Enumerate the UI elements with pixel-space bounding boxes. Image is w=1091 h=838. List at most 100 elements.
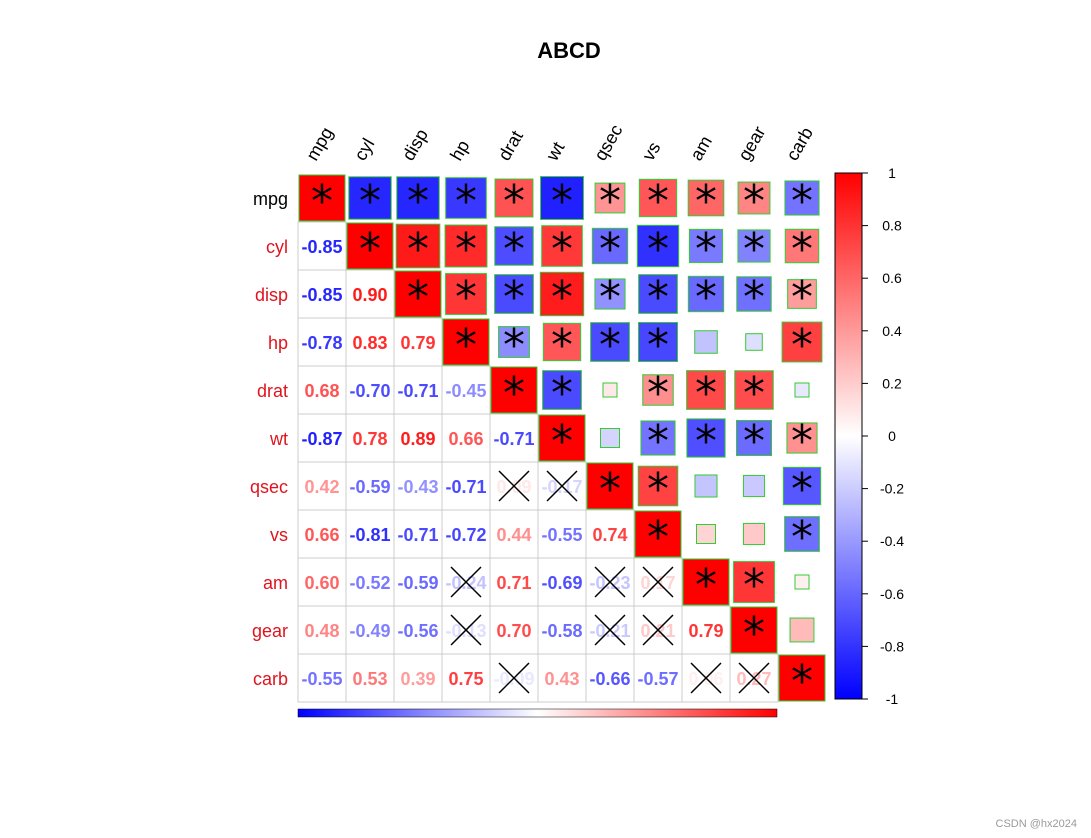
- grid-cell: [441, 413, 491, 463]
- sig-star: *: [791, 416, 813, 467]
- sig-star: *: [695, 416, 717, 467]
- corr-value: 0.66: [304, 525, 339, 545]
- corr-value: -0.85: [301, 237, 342, 257]
- grid-cell: [633, 653, 683, 703]
- sig-star: *: [647, 416, 669, 467]
- corr-value: -0.52: [349, 573, 390, 593]
- insig-cross: [498, 662, 530, 694]
- watermark: CSDN @hx2024: [995, 818, 1077, 830]
- corr-square: [781, 321, 823, 363]
- grid-cell: [345, 365, 395, 415]
- corr-square: [586, 462, 634, 510]
- corr-square: [778, 654, 826, 702]
- corr-square: [682, 558, 730, 606]
- corr-square: [694, 330, 718, 354]
- corr-value: 0.75: [448, 669, 483, 689]
- corr-value: -0.55: [301, 669, 342, 689]
- corr-value: -0.85: [301, 285, 342, 305]
- grid-cell: [393, 605, 443, 655]
- colorbar-tick-label: 0.2: [882, 375, 902, 391]
- sig-star: *: [551, 368, 573, 419]
- row-label: mpg: [253, 189, 288, 209]
- corr-square: [494, 178, 534, 218]
- grid-cell: [297, 269, 347, 319]
- insig-cross: [546, 470, 578, 502]
- corr-square: [742, 474, 766, 498]
- corr-value: 0.39: [400, 669, 435, 689]
- corr-square: [742, 522, 766, 546]
- corr-square: [538, 414, 586, 462]
- colorbar: [834, 172, 863, 700]
- sig-star: *: [695, 176, 717, 227]
- corr-square: [539, 271, 585, 317]
- sig-star: *: [647, 224, 669, 275]
- sig-star: *: [791, 464, 813, 515]
- sig-star: *: [647, 272, 669, 323]
- corr-square: [735, 419, 773, 457]
- corr-value: 0.68: [304, 381, 339, 401]
- corr-value: 0.66: [448, 429, 483, 449]
- sig-star: *: [407, 176, 429, 227]
- corr-value: 0.83: [352, 333, 387, 353]
- corr-square: [396, 176, 440, 220]
- corr-square: [540, 176, 584, 220]
- corr-value: 0.53: [352, 669, 387, 689]
- corr-value: -0.57: [637, 669, 678, 689]
- colorbar-tick-label: 0: [888, 428, 896, 444]
- sig-star: *: [503, 272, 525, 323]
- corr-square: [737, 229, 771, 263]
- corr-square: [346, 222, 394, 270]
- sig-star: *: [743, 416, 765, 467]
- column-label: gear: [734, 123, 769, 164]
- corr-square: [494, 274, 534, 314]
- row-label: am: [263, 573, 288, 593]
- sig-star: *: [599, 320, 621, 371]
- grid-cell: [297, 557, 347, 607]
- corr-square: [634, 510, 682, 558]
- corr-square: [542, 370, 582, 410]
- corr-square: [640, 420, 676, 456]
- sig-star: *: [455, 320, 477, 371]
- corr-square: [594, 278, 626, 310]
- sig-star: *: [551, 272, 573, 323]
- sig-star: *: [599, 464, 621, 515]
- corr-value: 0.43: [544, 669, 579, 689]
- corr-square: [600, 428, 620, 448]
- corr-square: [442, 318, 490, 366]
- column-label: drat: [494, 127, 527, 164]
- corr-value: -0.55: [541, 525, 582, 545]
- corr-value: -0.43: [397, 477, 438, 497]
- insig-cross: [450, 566, 482, 598]
- sig-star: *: [599, 176, 621, 227]
- insig-cross: [450, 614, 482, 646]
- sig-star: *: [647, 464, 669, 515]
- grid-cell: [537, 653, 587, 703]
- sig-star: *: [791, 272, 813, 323]
- sig-star: *: [503, 320, 525, 371]
- sig-star: *: [455, 224, 477, 275]
- sig-star: *: [743, 368, 765, 419]
- grid-cell: [441, 365, 491, 415]
- grid-cell: [345, 653, 395, 703]
- corr-square: [730, 606, 778, 654]
- corr-square: [734, 370, 774, 410]
- insig-cross: [738, 662, 770, 694]
- corr-value: 0.60: [304, 573, 339, 593]
- sig-star: *: [311, 176, 333, 227]
- sig-star: *: [647, 320, 669, 371]
- row-label: disp: [255, 285, 288, 305]
- grid-cell: [297, 509, 347, 559]
- sig-star: *: [599, 224, 621, 275]
- corr-value: 0.90: [352, 285, 387, 305]
- grid-cell: [393, 557, 443, 607]
- sig-star: *: [791, 320, 813, 371]
- corr-square: [686, 370, 726, 410]
- sig-star: *: [791, 224, 813, 275]
- corr-square: [745, 333, 763, 351]
- corr-square: [687, 275, 725, 313]
- insig-cross: [690, 662, 722, 694]
- corr-value: -0.69: [541, 573, 582, 593]
- colorbar-tick-label: 0.6: [882, 270, 902, 286]
- corr-value: 0.70: [496, 621, 531, 641]
- corr-square: [542, 322, 582, 362]
